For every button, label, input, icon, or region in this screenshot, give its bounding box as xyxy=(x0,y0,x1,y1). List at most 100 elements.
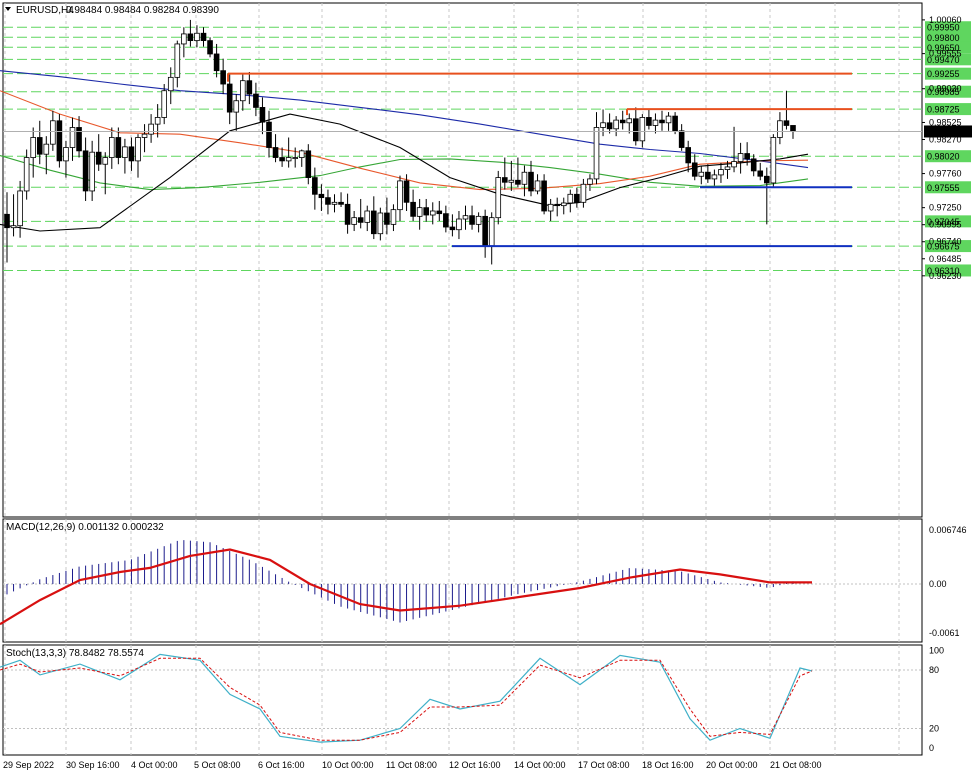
level-label: 0.99800 xyxy=(927,33,960,43)
y-tick-label: 0.98525 xyxy=(929,117,962,127)
stoch-main-line xyxy=(0,653,813,743)
candle-body xyxy=(266,121,272,148)
candle-body xyxy=(141,133,148,138)
x-tick-label: 5 Oct 08:00 xyxy=(194,760,241,770)
candle xyxy=(554,197,560,217)
candle xyxy=(89,140,95,201)
candle xyxy=(377,207,384,241)
candle-body xyxy=(456,218,462,231)
candle-body xyxy=(423,207,429,216)
candle-body xyxy=(659,119,665,124)
candle-body xyxy=(89,151,95,192)
candle xyxy=(351,210,357,232)
macd-pane-frame xyxy=(2,518,923,643)
candle-body xyxy=(338,201,344,205)
candle-body xyxy=(547,203,554,212)
candle xyxy=(344,193,351,234)
candle-body xyxy=(200,32,207,42)
candle xyxy=(475,212,482,233)
level-label: 0.97555 xyxy=(927,183,960,193)
candle-body xyxy=(174,43,181,78)
candle-body xyxy=(82,150,89,192)
candle-body xyxy=(678,130,685,148)
candle-body xyxy=(167,76,174,92)
candle-body xyxy=(122,146,128,158)
candle xyxy=(724,160,731,179)
candle-body xyxy=(495,177,502,219)
candle-body xyxy=(312,177,318,195)
candle xyxy=(567,189,574,213)
candle xyxy=(174,40,181,88)
candle xyxy=(705,164,711,183)
candle-body xyxy=(416,207,423,217)
candle-body xyxy=(181,33,187,45)
level-label-bg xyxy=(925,41,971,54)
candle-body xyxy=(488,217,495,247)
candle xyxy=(574,187,580,208)
level-label-bg xyxy=(925,31,971,44)
candle-body xyxy=(344,203,351,225)
stoch-title: Stoch(13,3,3) 78.8482 78.5574 xyxy=(6,648,144,659)
candle-body xyxy=(633,118,639,142)
level-label-bg xyxy=(925,240,971,253)
x-tick-label: 14 Oct 00:00 xyxy=(514,760,566,770)
candle-body xyxy=(580,183,587,203)
candle-body xyxy=(357,217,364,223)
candle xyxy=(521,165,528,197)
candle-body xyxy=(672,115,678,132)
candle-body xyxy=(429,210,436,216)
candle-body xyxy=(305,150,312,178)
candle-body xyxy=(154,117,161,125)
candle xyxy=(672,112,678,135)
candle-body xyxy=(187,33,194,42)
candle xyxy=(135,134,141,178)
candle xyxy=(36,120,43,165)
level-label-bg xyxy=(925,103,971,116)
level-label: 0.98725 xyxy=(927,105,960,115)
candle xyxy=(652,113,659,134)
candle xyxy=(764,167,770,225)
candle-body xyxy=(593,127,600,180)
candle-body xyxy=(4,213,10,229)
x-tick-label: 12 Oct 16:00 xyxy=(449,760,501,770)
candle-body xyxy=(50,120,56,145)
macd-signal-line xyxy=(0,548,812,626)
candle xyxy=(220,58,226,95)
candle xyxy=(115,127,122,165)
candle-body xyxy=(246,80,253,95)
candle-body xyxy=(482,215,488,247)
candle xyxy=(253,82,259,117)
candle xyxy=(23,149,30,200)
candle-body xyxy=(115,137,122,158)
candle xyxy=(423,198,429,222)
candle-body xyxy=(685,147,691,164)
candle xyxy=(50,110,56,151)
candle-body xyxy=(462,215,469,220)
dropdown-arrow-icon[interactable] xyxy=(5,7,11,11)
candle-body xyxy=(691,162,698,177)
candle-body xyxy=(370,210,377,235)
y-tick-label: 1.00060 xyxy=(929,15,962,25)
candle-body xyxy=(226,83,233,113)
candle xyxy=(469,205,475,230)
level-label: 0.98020 xyxy=(927,152,960,162)
candle xyxy=(364,205,371,232)
candle xyxy=(357,198,364,229)
candle-body xyxy=(600,122,606,128)
candle xyxy=(698,165,705,185)
macd-tick-label: 0.00 xyxy=(929,579,947,589)
candle xyxy=(141,124,148,153)
candle xyxy=(593,112,600,185)
candle xyxy=(508,160,515,191)
candle xyxy=(659,110,665,131)
level-label: 0.99950 xyxy=(927,23,960,33)
candle xyxy=(109,127,115,169)
candle-body xyxy=(567,193,574,204)
candle xyxy=(547,198,554,222)
symbol-title: EURUSD,H4 xyxy=(16,5,74,16)
candle xyxy=(515,157,521,188)
candle xyxy=(665,112,672,131)
candle-body xyxy=(135,137,141,162)
candle xyxy=(528,160,534,197)
level-label-bg xyxy=(925,53,971,66)
